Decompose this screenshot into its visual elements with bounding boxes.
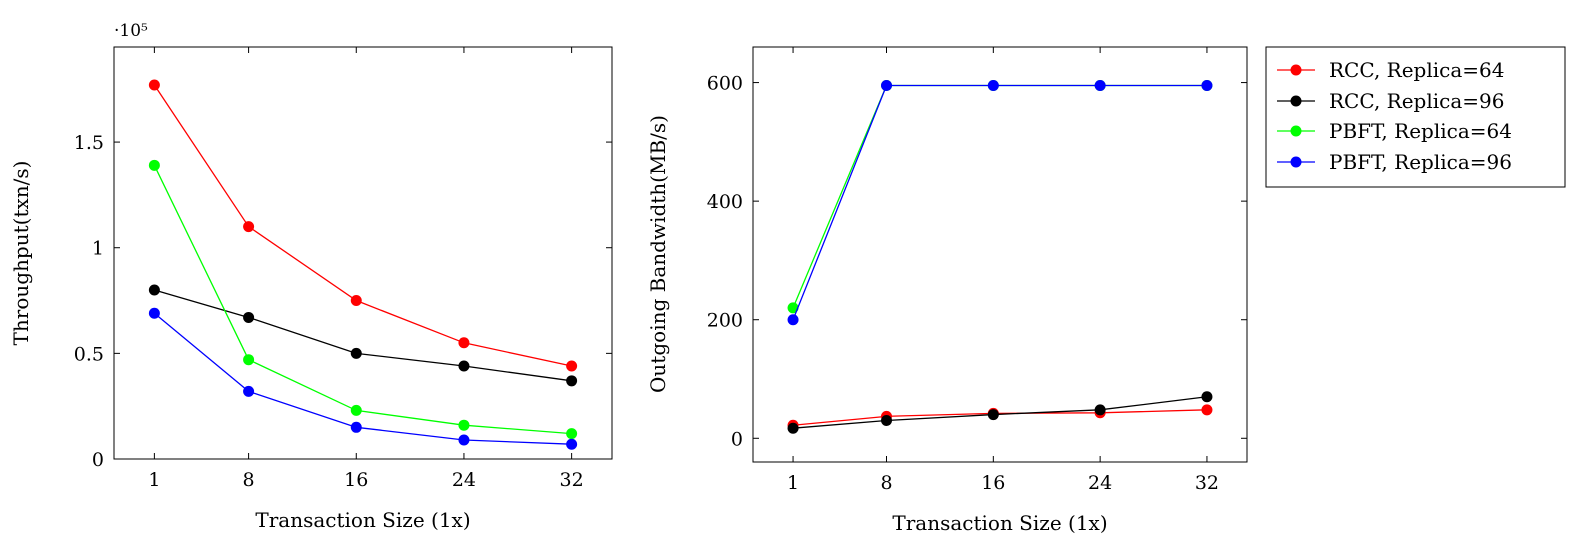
- legend-label: PBFT, Replica=96: [1329, 150, 1512, 174]
- right-data-point: [1201, 391, 1213, 403]
- left-data-point: [148, 307, 160, 319]
- left-series-line: [153, 312, 572, 445]
- legend-marker: [1290, 125, 1302, 137]
- left-data-point: [458, 337, 470, 349]
- left-x-tick-label: 1: [148, 469, 160, 491]
- right-series-line: [792, 84, 1207, 309]
- right-plot-frame: [752, 46, 1248, 463]
- right-data-point: [987, 80, 999, 92]
- right-series-line: [793, 396, 1208, 429]
- left-data-point: [243, 354, 255, 366]
- right-data-point: [1094, 80, 1106, 92]
- left-data-point: [243, 385, 255, 397]
- right-x-tick-label: 16: [981, 472, 1005, 494]
- right-x-tick-label: 8: [880, 472, 892, 494]
- legend-label: PBFT, Replica=64: [1329, 119, 1512, 143]
- left-x-tick-label: 24: [452, 469, 476, 491]
- left-data-point: [350, 295, 362, 307]
- right-data-point: [787, 314, 799, 326]
- legend-entry: RCC, Replica=96: [1277, 89, 1505, 113]
- legend-marker: [1290, 64, 1302, 76]
- bandwidth-chart: 1 8 16 24 32 0 200 400 600 Transaction Size (1x)…: [646, 46, 1566, 535]
- left-data-point: [566, 428, 578, 440]
- right-axis-ticks: 1 8 16 24 32 0 200 400 600: [707, 47, 1247, 494]
- left-plot-frame: [113, 46, 613, 460]
- left-x-tick-label: 16: [344, 469, 368, 491]
- left-data-point: [148, 79, 160, 91]
- legend-label: RCC, Replica=96: [1329, 89, 1505, 113]
- right-data-point: [1094, 404, 1106, 416]
- left-series-line: [153, 84, 572, 367]
- legend: RCC, Replica=64 RCC, Replica=96 PBFT, Re…: [1265, 46, 1566, 188]
- left-data-point: [566, 360, 578, 372]
- right-data-point: [1201, 404, 1213, 416]
- left-data-point: [458, 434, 470, 446]
- right-y-tick-label: 400: [707, 191, 743, 213]
- left-series-line: [153, 165, 572, 435]
- right-y-tick-label: 0: [731, 428, 743, 450]
- right-x-tick-label: 1: [787, 472, 799, 494]
- left-x-tick-label: 32: [560, 469, 584, 491]
- right-x-tick-label: 24: [1088, 472, 1112, 494]
- left-data-point: [243, 221, 255, 233]
- left-data-point: [148, 159, 160, 171]
- left-x-axis-label: Transaction Size (1x): [255, 508, 470, 532]
- left-data-point: [458, 360, 470, 372]
- left-data-point: [566, 438, 578, 450]
- right-data-point: [1201, 80, 1213, 92]
- left-axis-ticks: 1 8 16 24 32 0 0.5 1 1.5: [74, 47, 612, 491]
- left-data-point: [458, 419, 470, 431]
- legend-marker: [1290, 156, 1302, 168]
- left-data-point: [350, 347, 362, 359]
- right-x-axis-label: Transaction Size (1x): [892, 511, 1107, 535]
- legend-box: [1265, 46, 1566, 188]
- left-y-tick-label: 1: [92, 238, 104, 260]
- left-data-point: [243, 311, 255, 323]
- left-y-axis-label: Throughput(txn/s): [9, 161, 33, 346]
- left-data-point: [350, 421, 362, 433]
- legend-entry: PBFT, Replica=96: [1277, 150, 1512, 174]
- right-data-point: [787, 422, 799, 434]
- legend-entry: PBFT, Replica=64: [1277, 119, 1512, 143]
- right-data-point: [881, 80, 893, 92]
- right-data-point: [987, 409, 999, 421]
- left-y-tick-label: 0: [92, 449, 104, 471]
- right-data-point: [881, 415, 893, 426]
- right-series-group: [787, 80, 1213, 434]
- left-x-tick-label: 8: [243, 469, 255, 491]
- right-y-tick-label: 600: [707, 73, 743, 95]
- left-y-tick-label: 1.5: [74, 132, 104, 154]
- right-y-tick-label: 200: [707, 310, 743, 332]
- left-y-multiplier: ·10⁵: [114, 21, 148, 41]
- right-x-tick-label: 32: [1195, 472, 1219, 494]
- left-data-point: [350, 404, 362, 416]
- legend-entry: RCC, Replica=64: [1277, 58, 1505, 82]
- left-y-tick-label: 0.5: [74, 343, 104, 365]
- right-data-point: [787, 302, 799, 314]
- right-y-axis-label: Outgoing Bandwidth(MB/s): [646, 115, 670, 393]
- throughput-chart: ·10⁵ 1 8 16 24 32 0 0.5 1 1.5 Transaction Size (…: [9, 21, 613, 532]
- left-data-point: [566, 375, 578, 387]
- legend-marker: [1290, 95, 1302, 107]
- right-series-line: [792, 84, 1207, 320]
- legend-label: RCC, Replica=64: [1329, 58, 1505, 82]
- left-series-group: [148, 79, 578, 450]
- left-data-point: [148, 284, 160, 296]
